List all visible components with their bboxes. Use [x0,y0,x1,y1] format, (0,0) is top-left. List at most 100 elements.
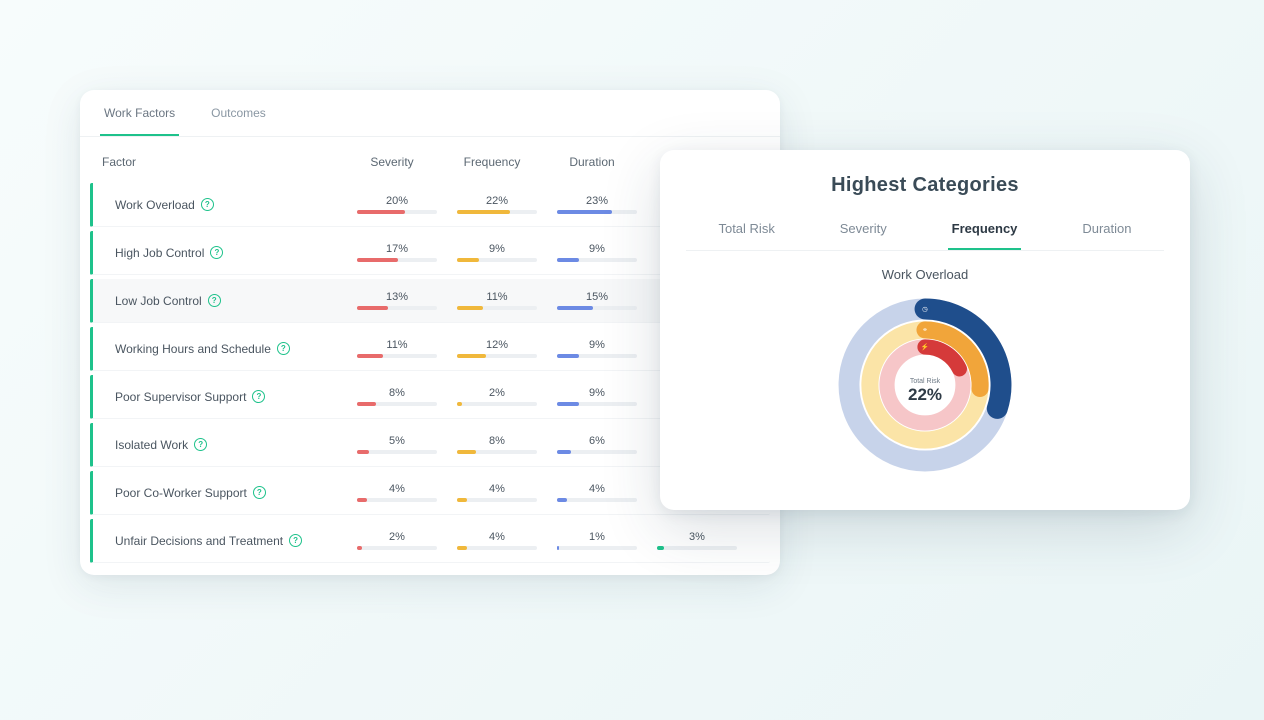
factor-label: Poor Supervisor Support [115,390,246,404]
risk-donut-chart: ◷ ⚭ ⚡ [830,290,1020,480]
metric-value: 15% [586,291,608,303]
hc-tab-frequency[interactable]: Frequency [948,211,1022,250]
metric-bar [357,354,437,358]
metric-frequency: 9% [447,243,547,262]
metric-value: 2% [489,387,505,399]
metric-duration: 15% [547,291,647,310]
metric-value: 23% [586,195,608,207]
metric-value: 9% [589,243,605,255]
metric-duration: 6% [547,435,647,454]
metric-value: 20% [386,195,408,207]
hc-tab-severity[interactable]: Severity [836,211,891,250]
factor-label: Working Hours and Schedule [115,342,271,356]
metric-duration: 9% [547,339,647,358]
metric-value: 17% [386,243,408,255]
metric-bar [357,258,437,262]
table-row[interactable]: Unfair Decisions and Treatment?2%4%1%3% [90,519,770,563]
donut-wrap: ◷ ⚭ ⚡ [686,290,1164,480]
tab-work-factors[interactable]: Work Factors [100,90,179,136]
hc-tab-total-risk[interactable]: Total Risk [714,211,778,250]
factor-name: Low Job Control? [115,294,347,308]
metric-value: 12% [486,339,508,351]
metric-frequency: 4% [447,483,547,502]
help-icon[interactable]: ? [210,246,223,259]
factor-label: Poor Co-Worker Support [115,486,247,500]
factor-label: Isolated Work [115,438,188,452]
tab-outcomes[interactable]: Outcomes [207,90,270,136]
metric-bar [457,258,537,262]
highest-categories-title: Highest Categories [686,174,1164,197]
metric-value: 4% [489,531,505,543]
metric-severity: 5% [347,435,447,454]
metric-value: 4% [489,483,505,495]
metric-frequency: 4% [447,531,547,550]
factor-name: High Job Control? [115,246,347,260]
metric-severity: 20% [347,195,447,214]
metric-duration: 9% [547,243,647,262]
metric-value: 11% [486,291,507,303]
metric-bar [457,354,537,358]
metric-bar [557,354,637,358]
metric-bar [457,546,537,550]
col-header-severity: Severity [342,155,442,169]
metric-severity: 8% [347,387,447,406]
help-icon[interactable]: ? [277,342,290,355]
metric-severity: 11% [347,339,447,358]
factor-label: High Job Control [115,246,204,260]
metric-frequency: 8% [447,435,547,454]
metric-value: 9% [589,339,605,351]
link-icon: ⚭ [919,324,930,335]
svg-text:⚡: ⚡ [921,342,929,351]
metric-bar [457,306,537,310]
metric-bar [357,546,437,550]
metric-duration: 23% [547,195,647,214]
factor-name: Poor Co-Worker Support? [115,486,347,500]
help-icon[interactable]: ? [252,390,265,403]
help-icon[interactable]: ? [201,198,214,211]
metric-bar [557,546,637,550]
factor-label: Unfair Decisions and Treatment [115,534,283,548]
metric-bar [357,498,437,502]
metric-bar [457,402,537,406]
factor-name: Poor Supervisor Support? [115,390,347,404]
donut-title: Work Overload [686,267,1164,282]
bolt-icon: ⚡ [919,341,930,352]
help-icon[interactable]: ? [194,438,207,451]
metric-bar [457,450,537,454]
metric-value: 6% [589,435,605,447]
factor-name: Isolated Work? [115,438,347,452]
metric-frequency: 2% [447,387,547,406]
svg-text:◷: ◷ [922,306,928,313]
metric-value: 9% [489,243,505,255]
hc-tab-duration[interactable]: Duration [1078,211,1135,250]
help-icon[interactable]: ? [253,486,266,499]
metric-bar [557,258,637,262]
metric-value: 5% [389,435,405,447]
left-tabs: Work Factors Outcomes [80,90,780,137]
hc-tabs: Total Risk Severity Frequency Duration [686,211,1164,251]
metric-severity: 2% [347,531,447,550]
clock-icon: ◷ [919,303,930,314]
metric-bar [357,306,437,310]
metric-bar [357,210,437,214]
metric-bar [557,210,637,214]
metric-bar [357,402,437,406]
metric-value: 11% [386,339,407,351]
col-header-factor: Factor [102,155,342,169]
factor-name: Working Hours and Schedule? [115,342,347,356]
help-icon[interactable]: ? [289,534,302,547]
factor-name: Unfair Decisions and Treatment? [115,534,347,548]
help-icon[interactable]: ? [208,294,221,307]
metric-bar [457,498,537,502]
metric-bar [557,402,637,406]
col-header-frequency: Frequency [442,155,542,169]
metric-bar [557,306,637,310]
metric-bar [657,546,737,550]
metric-duration: 4% [547,483,647,502]
metric-bar [457,210,537,214]
metric-frequency: 22% [447,195,547,214]
metric-bar [557,450,637,454]
metric-duration: 9% [547,387,647,406]
factor-name: Work Overload? [115,198,347,212]
metric-severity: 4% [347,483,447,502]
